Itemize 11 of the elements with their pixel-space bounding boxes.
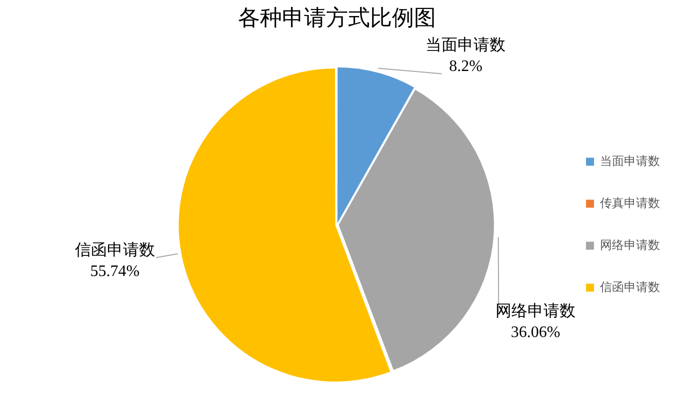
data-label: 8.2%: [449, 58, 482, 76]
slice-label: 当面申请数: [426, 36, 506, 54]
legend-label: 传真申请数: [600, 196, 660, 210]
slice-label: 信函申请数: [74, 241, 155, 260]
legend-label: 信函申请数: [600, 280, 660, 294]
data-label: 55.74%: [90, 263, 140, 280]
legend-label: 当面申请数: [600, 154, 660, 168]
slice-label: 网络申请数: [496, 302, 576, 320]
legend-label: 网络申请数: [600, 238, 660, 252]
chart-title: 各种申请方式比例图: [238, 6, 436, 31]
data-label: 36.06%: [510, 324, 560, 341]
